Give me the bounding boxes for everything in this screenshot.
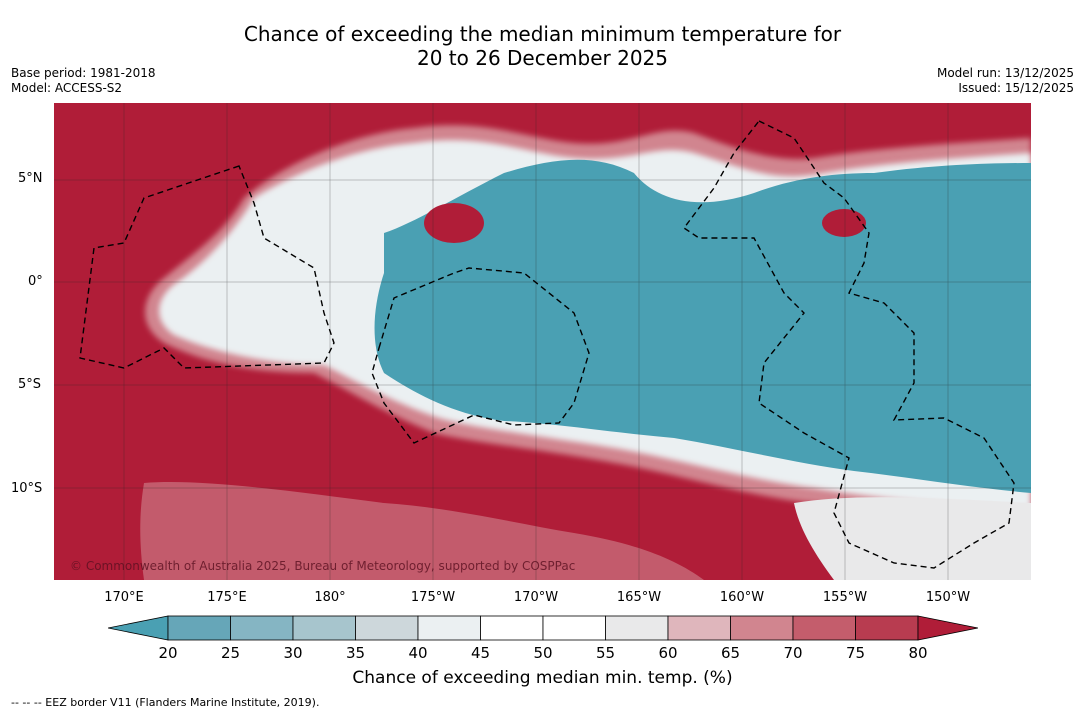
lon-label-170w: 170°W (513, 590, 559, 605)
colorbar-segment (292, 615, 356, 641)
cool-patch-west (189, 290, 269, 346)
lon-label-155w: 155°W (822, 590, 868, 605)
title-line-2: 20 to 26 December 2025 (416, 46, 668, 70)
colorbar-segment (605, 615, 669, 641)
copyright-text: © Commonwealth of Australia 2025, Bureau… (70, 559, 575, 573)
colorbar-tick-label: 80 (908, 644, 928, 662)
colorbar-segment (167, 615, 231, 641)
meta-left: Base period: 1981-2018 Model: ACCESS-S2 (11, 66, 156, 96)
lon-label-150w: 150°W (925, 590, 971, 605)
warm-patch-north (424, 203, 484, 243)
colorbar-segment (730, 615, 794, 641)
model-run: Model run: 13/12/2025 (936, 66, 1074, 80)
colorbar-label: Chance of exceeding median min. temp. (%… (352, 668, 733, 688)
colorbar-segment (792, 615, 856, 641)
eez-footnote: -- -- -- EEZ border V11 (Flanders Marine… (11, 696, 320, 709)
colorbar-tick-label: 20 (158, 644, 178, 662)
colorbar-segment (667, 615, 731, 641)
colorbar-tick-label: 50 (533, 644, 553, 662)
colorbar-tick-label: 55 (595, 644, 616, 662)
colorbar-tick-label: 45 (470, 644, 491, 662)
colorbar-tick-label: 75 (845, 644, 866, 662)
title-line-1: Chance of exceeding the median minimum t… (243, 22, 842, 46)
colorbar-arrow-high (917, 615, 978, 641)
lon-label-180: 180° (314, 590, 346, 605)
colorbar-tick-label: 30 (283, 644, 303, 662)
colorbar-segment (230, 615, 294, 641)
lat-label-5s: 5°S (18, 377, 42, 392)
lon-label-170e: 170°E (104, 590, 144, 605)
colorbar-tick-label: 35 (345, 644, 366, 662)
base-period: Base period: 1981-2018 (11, 66, 156, 80)
grid-lines (54, 103, 1031, 580)
lat-label-5n: 5°N (18, 171, 43, 186)
colorbar-tick-label: 70 (783, 644, 803, 662)
colorbar-tick-label: 40 (408, 644, 428, 662)
lat-label-10s: 10°S (11, 481, 43, 496)
meta-right: Model run: 13/12/2025 Issued: 15/12/2025 (937, 66, 1074, 96)
chart-title: Chance of exceeding the median minimum t… (0, 22, 1085, 70)
colorbar (108, 615, 978, 641)
lon-label-175w: 175°W (410, 590, 456, 605)
colorbar-tick-label: 25 (220, 644, 241, 662)
colorbar-segment (480, 615, 544, 641)
colorbar-arrow-low (108, 615, 169, 641)
lat-label-0: 0° (28, 274, 43, 289)
warm-patch-north-east (822, 209, 866, 237)
issued-date: Issued: 15/12/2025 (958, 81, 1074, 95)
probability-map: © Commonwealth of Australia 2025, Bureau… (54, 103, 1031, 580)
lon-label-160w: 160°W (719, 590, 765, 605)
colorbar-segment (355, 615, 419, 641)
lon-label-165w: 165°W (616, 590, 662, 605)
model-name: Model: ACCESS-S2 (11, 81, 123, 95)
eez-borders (79, 120, 1015, 569)
colorbar-segment (542, 615, 606, 641)
south-pink-band (140, 482, 704, 580)
colorbar-tick-label: 60 (658, 644, 678, 662)
lon-label-175e: 175°E (207, 590, 247, 605)
colorbar-segment (855, 615, 919, 641)
colorbar-tick-label: 65 (720, 644, 741, 662)
south-east-neutral-area (794, 497, 1031, 580)
colorbar-segment (417, 615, 481, 641)
